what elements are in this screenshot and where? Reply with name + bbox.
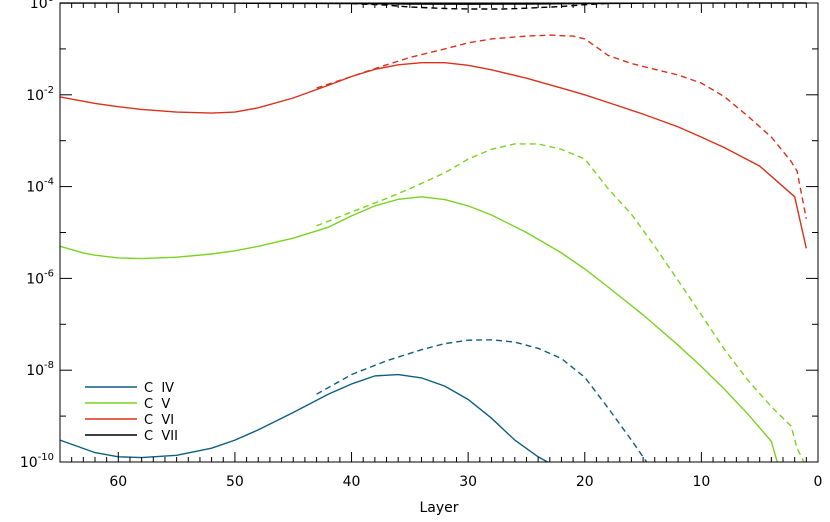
x-tick-label: 50	[226, 474, 244, 490]
series-line-7	[351, 2, 632, 10]
y-tick-label: 10-6	[26, 268, 54, 287]
x-tick-label: 10	[692, 474, 710, 490]
series-line-1	[316, 339, 648, 463]
series-line-3	[316, 143, 805, 463]
y-tick-labels: 100 10-2 10-4 10-6 10-8 10-10	[20, 0, 54, 471]
series-line-5	[316, 34, 807, 219]
legend: C IVC VC VIC VII	[85, 381, 178, 444]
axis-ticks	[59, 2, 819, 463]
legend-label: C VII	[144, 429, 178, 444]
y-tick-label: 10-2	[26, 85, 54, 104]
x-axis-title: Layer	[419, 500, 458, 516]
x-tick-label: 30	[459, 474, 477, 490]
series-line-4	[59, 62, 807, 249]
x-tick-labels: 60 50 40 30 20 10 0	[109, 474, 822, 490]
y-tick-label: 10-4	[26, 177, 54, 196]
x-tick-label: 60	[109, 474, 127, 490]
x-tick-label: 0	[814, 474, 823, 490]
legend-label: C IV	[144, 381, 174, 396]
x-tick-label: 20	[576, 474, 594, 490]
series-line-2	[59, 196, 778, 463]
series-line-0	[59, 373, 548, 463]
y-tick-label: 10-10	[20, 452, 54, 471]
legend-label: C V	[144, 397, 170, 412]
x-tick-label: 40	[343, 474, 361, 490]
y-tick-label: 100	[30, 0, 54, 12]
legend-label: C VI	[144, 413, 174, 428]
y-tick-label: 10-8	[26, 360, 54, 379]
